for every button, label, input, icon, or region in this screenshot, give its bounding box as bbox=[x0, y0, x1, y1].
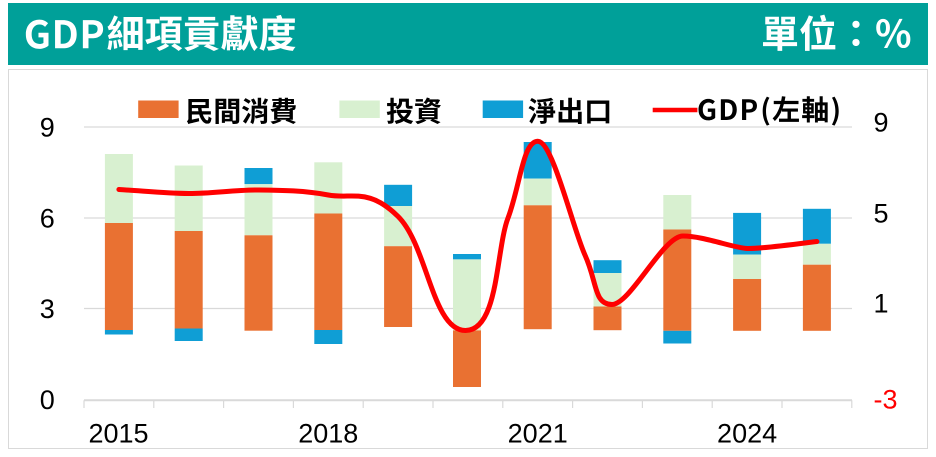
svg-text:2015: 2015 bbox=[88, 418, 148, 448]
svg-text:9: 9 bbox=[40, 113, 55, 143]
svg-text:9: 9 bbox=[874, 108, 889, 138]
svg-text:0: 0 bbox=[40, 385, 55, 415]
svg-text:2024: 2024 bbox=[717, 418, 777, 448]
svg-text:6: 6 bbox=[40, 204, 55, 234]
svg-text:3: 3 bbox=[40, 294, 55, 324]
svg-text:1: 1 bbox=[874, 289, 889, 319]
svg-text:5: 5 bbox=[874, 199, 889, 229]
svg-text:2021: 2021 bbox=[508, 418, 568, 448]
svg-text:-3: -3 bbox=[874, 385, 898, 415]
svg-text:2018: 2018 bbox=[298, 418, 358, 448]
